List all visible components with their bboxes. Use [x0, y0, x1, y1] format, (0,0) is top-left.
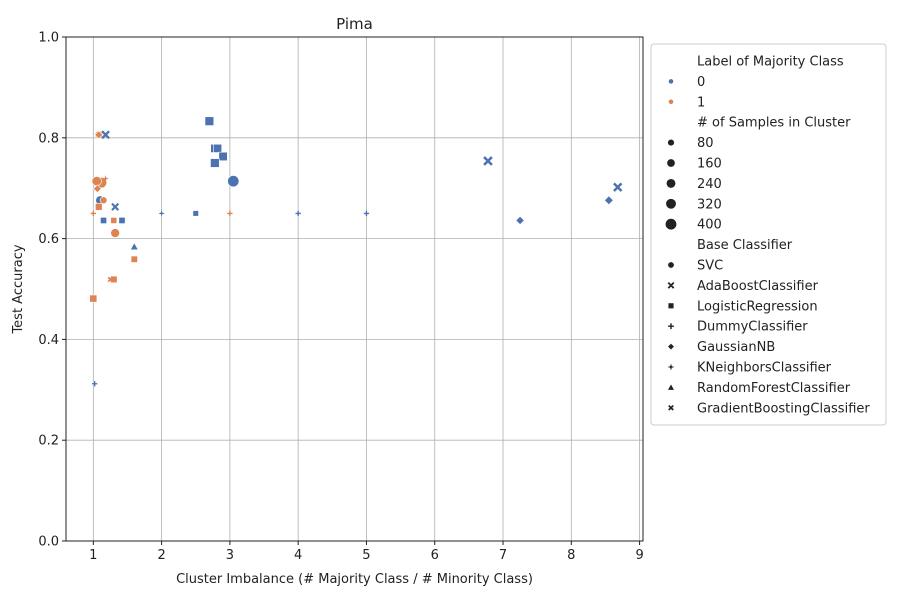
legend-style-marker [667, 282, 675, 289]
data-point [93, 184, 102, 194]
x-tick-label: 1 [89, 548, 97, 563]
data-points [89, 116, 623, 387]
legend-style-label: GaussianNB [697, 340, 775, 355]
legend-size-label: 240 [697, 177, 722, 192]
legend-size-title: # of Samples in Cluster [697, 116, 851, 131]
y-tick-label: 1.0 [38, 31, 59, 46]
y-tick-label: 0.8 [38, 131, 59, 146]
x-axis-label: Cluster Imbalance (# Majority Class / # … [176, 572, 533, 587]
legend-size-label: 80 [697, 136, 714, 151]
data-point [110, 217, 118, 224]
data-point [218, 151, 228, 162]
legend-hue-title: Label of Majority Class [697, 55, 844, 70]
data-point [363, 210, 370, 217]
data-point [94, 130, 104, 140]
data-point [604, 195, 614, 206]
x-tick-label: 8 [567, 548, 575, 563]
legend-size-marker [665, 178, 677, 189]
legend-style-label: AdaBoostClassifier [697, 279, 819, 294]
data-point [99, 196, 108, 205]
legend-style-marker [667, 302, 675, 309]
x-tick-label: 5 [362, 548, 370, 563]
data-point [107, 276, 114, 283]
x-tick-label: 7 [499, 548, 507, 563]
x-axis-ticks: 1 2 3 4 5 6 7 8 9 [89, 541, 644, 563]
y-axis-label: Test Accuracy [11, 244, 26, 334]
data-point [95, 203, 103, 211]
y-tick-label: 0.4 [38, 333, 59, 348]
plot-frame [65, 36, 644, 542]
legend-style-label: RandomForestClassifier [697, 381, 851, 396]
data-point [89, 294, 98, 303]
legend-size-label: 160 [697, 157, 722, 172]
data-point [91, 381, 98, 387]
data-point [101, 130, 110, 140]
legend-box [650, 43, 887, 426]
x-tick-label: 2 [157, 548, 165, 563]
legend-size-marker [665, 198, 677, 210]
data-point [110, 228, 120, 238]
y-tick-label: 0.6 [38, 232, 59, 247]
legend-style-label: LogisticRegression [697, 299, 818, 314]
legend-style-marker [668, 323, 674, 330]
data-point [100, 217, 107, 224]
legend-hue-marker [668, 98, 674, 105]
legend-hue-label: 0 [697, 75, 705, 90]
legend: Label of Majority Class 0 1 # of Samples in… [650, 43, 887, 426]
x-tick-label: 4 [294, 548, 302, 563]
legend-hue-label: 1 [697, 95, 705, 110]
legend-style-marker [666, 383, 676, 391]
legend-style-marker [667, 363, 675, 371]
legend-size-label: 320 [697, 197, 722, 212]
legend-style-label: SVC [697, 259, 723, 274]
legend-size-marker [667, 138, 675, 147]
y-tick-label: 0.0 [38, 535, 59, 550]
legend-size-marker [666, 158, 676, 168]
data-point [90, 210, 96, 217]
legend-size-marker [664, 218, 677, 231]
data-point [210, 158, 220, 168]
data-point [613, 182, 623, 192]
legend-style-marker [667, 261, 675, 269]
data-point [129, 242, 139, 251]
legend-items: Label of Majority Class 0 1 # of Samples in… [664, 55, 870, 416]
chart-title: Pima [336, 15, 373, 33]
data-point [192, 210, 199, 217]
data-point [118, 217, 126, 224]
y-tick-label: 0.2 [38, 434, 59, 449]
legend-style-label: GradientBoostingClassifier [697, 401, 870, 416]
data-point [91, 176, 102, 187]
legend-style-marker [668, 404, 674, 411]
data-point [227, 210, 233, 217]
grid-lines [66, 36, 643, 542]
data-point [102, 175, 110, 183]
data-point [213, 143, 223, 153]
data-point [111, 202, 120, 211]
legend-hue-marker [668, 78, 674, 85]
legend-style-title: Base Classifier [697, 238, 793, 253]
data-point [227, 175, 240, 188]
legend-style-label: KNeighborsClassifier [697, 361, 832, 376]
x-tick-label: 6 [431, 548, 439, 563]
data-point [158, 210, 165, 217]
y-axis-ticks: 0.0 0.2 0.4 0.6 0.8 1.0 [38, 31, 66, 550]
x-tick-label: 9 [635, 548, 643, 563]
data-point [483, 156, 493, 166]
legend-size-label: 400 [697, 218, 722, 233]
x-tick-label: 3 [226, 548, 234, 563]
legend-style-label: DummyClassifier [697, 320, 808, 335]
data-point [515, 215, 525, 226]
data-point [204, 116, 215, 126]
data-point [130, 255, 138, 263]
data-point [295, 210, 301, 217]
legend-style-marker [667, 342, 675, 351]
